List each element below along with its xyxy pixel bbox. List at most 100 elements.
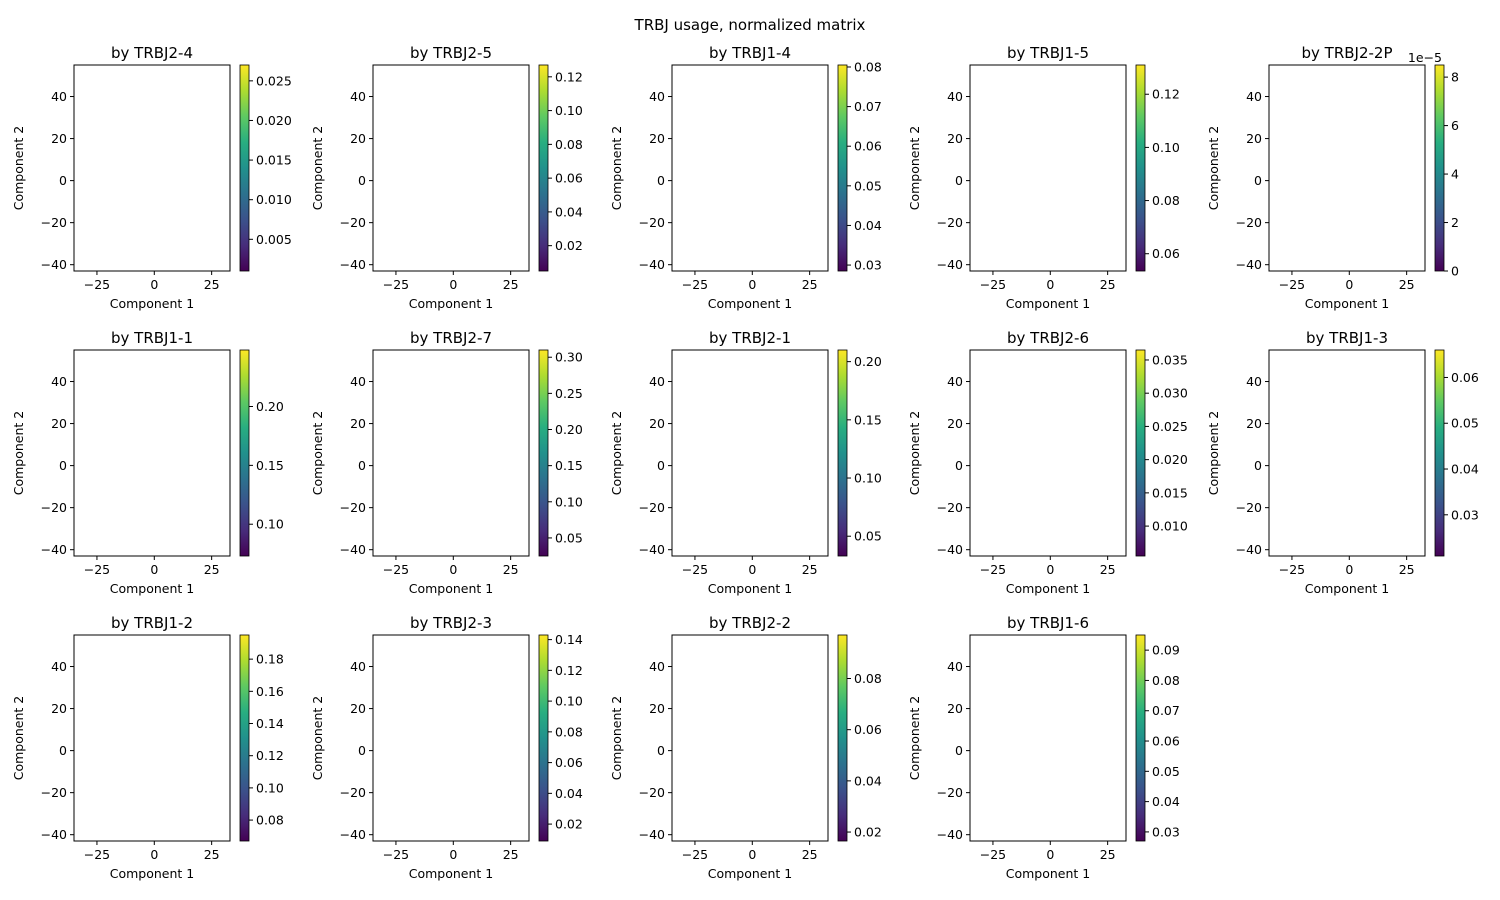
- colorbar-tick-label: 0.08: [854, 59, 882, 74]
- y-tick-label: 20: [649, 416, 665, 431]
- y-axis-label: Component 2: [1206, 126, 1221, 211]
- colorbar-tick-label: 0.10: [555, 494, 583, 509]
- colorbar-tick-label: 0.18: [256, 652, 284, 667]
- plot-area: [969, 349, 1127, 557]
- y-tick-label: −20: [937, 215, 963, 230]
- plot-area: [73, 64, 231, 272]
- x-axis-label: Component 1: [409, 581, 494, 596]
- y-tick-label: −40: [41, 827, 67, 842]
- y-tick-label: −20: [937, 785, 963, 800]
- colorbar-tick-label: 0.12: [555, 69, 583, 84]
- y-tick-label: −40: [340, 827, 366, 842]
- colorbar-tick-label: 0.06: [1152, 246, 1180, 261]
- x-tick-label: 25: [1100, 277, 1116, 292]
- y-tick-label: 0: [657, 173, 665, 188]
- x-tick-label: 25: [1100, 562, 1116, 577]
- colorbar-tick-label: 0.05: [854, 529, 882, 544]
- plot-area: [1268, 64, 1426, 272]
- y-tick-label: 40: [947, 659, 963, 674]
- y-axis-label: Component 2: [907, 696, 922, 781]
- x-tick-label: 0: [449, 562, 457, 577]
- y-tick-label: −20: [639, 215, 665, 230]
- panel-title: by TRBJ1-5: [1007, 44, 1089, 62]
- y-tick-label: 20: [1246, 131, 1262, 146]
- scatter-panel: by TRBJ2-6 −25 0 25 −40 −20 0 20 40 Component 1 Co…: [907, 329, 1188, 596]
- x-tick-label: 0: [748, 562, 756, 577]
- colorbar: [538, 634, 549, 842]
- y-tick-label: 0: [358, 458, 366, 473]
- y-axis-label: Component 2: [11, 126, 26, 211]
- colorbar: [837, 634, 848, 842]
- y-axis-label: Component 2: [609, 126, 624, 211]
- y-tick-label: −20: [41, 785, 67, 800]
- x-tick-label: −25: [682, 847, 708, 862]
- y-tick-label: 40: [649, 374, 665, 389]
- colorbar-tick-label: 8: [1451, 70, 1459, 85]
- colorbar-tick-label: 0.030: [1152, 386, 1188, 401]
- y-tick-label: 20: [947, 131, 963, 146]
- x-tick-label: 0: [1345, 277, 1353, 292]
- x-tick-label: −25: [1279, 562, 1305, 577]
- panel-title: by TRBJ1-2: [111, 614, 193, 632]
- colorbar-tick-label: 0.16: [256, 684, 284, 699]
- x-tick-label: −25: [980, 847, 1006, 862]
- x-tick-label: 0: [150, 277, 158, 292]
- panel-title: by TRBJ1-6: [1007, 614, 1089, 632]
- y-tick-label: −20: [340, 785, 366, 800]
- colorbar-tick-label: 0.010: [1152, 519, 1188, 534]
- x-tick-label: 0: [150, 562, 158, 577]
- x-tick-label: −25: [1279, 277, 1305, 292]
- y-tick-label: 0: [657, 458, 665, 473]
- colorbar-tick-label: 0.10: [555, 103, 583, 118]
- y-tick-label: −40: [639, 827, 665, 842]
- y-tick-label: 20: [947, 701, 963, 716]
- colorbar-tick-label: 0.15: [555, 458, 583, 473]
- colorbar-tick-label: 0.06: [555, 755, 583, 770]
- colorbar-tick-label: 0.06: [854, 722, 882, 737]
- colorbar-tick-label: 0.03: [854, 258, 882, 273]
- plot-area: [671, 349, 829, 557]
- colorbar-tick-label: 0: [1451, 264, 1459, 279]
- colorbar-tick-label: 0.04: [555, 204, 583, 219]
- scatter-panel: by TRBJ1-6 −25 0 25 −40 −20 0 20 40 Component 1 Co…: [907, 614, 1180, 881]
- y-tick-label: 0: [59, 173, 67, 188]
- x-tick-label: 25: [802, 277, 818, 292]
- colorbar-tick-label: 4: [1451, 167, 1459, 182]
- y-tick-label: −20: [639, 500, 665, 515]
- plot-area: [372, 634, 530, 842]
- x-axis-label: Component 1: [1305, 296, 1390, 311]
- x-tick-label: 0: [1046, 562, 1054, 577]
- colorbar: [1135, 634, 1146, 842]
- y-tick-label: 0: [358, 743, 366, 758]
- x-tick-label: 0: [1345, 562, 1353, 577]
- colorbar: [538, 349, 549, 557]
- y-tick-label: −40: [639, 257, 665, 272]
- colorbar: [837, 64, 848, 272]
- panel-title: by TRBJ2-2P: [1301, 44, 1392, 62]
- colorbar-offset-label: 1e−5: [1408, 50, 1442, 65]
- plot-area: [372, 349, 530, 557]
- colorbar: [239, 634, 250, 842]
- x-tick-label: 0: [1046, 277, 1054, 292]
- y-tick-label: −40: [937, 257, 963, 272]
- scatter-panel: by TRBJ1-1 −25 0 25 −40 −20 0 20 40 Component 1 Co…: [11, 329, 284, 596]
- panel-title: by TRBJ1-4: [709, 44, 791, 62]
- y-tick-label: 40: [947, 374, 963, 389]
- panel-title: by TRBJ2-7: [410, 329, 492, 347]
- colorbar-tick-label: 0.04: [854, 773, 882, 788]
- y-tick-label: −40: [937, 827, 963, 842]
- plot-area: [73, 634, 231, 842]
- scatter-panel: by TRBJ2-2 −25 0 25 −40 −20 0 20 40 Component 1 Co…: [609, 614, 882, 881]
- x-tick-label: −25: [383, 847, 409, 862]
- colorbar-tick-label: 0.10: [1152, 140, 1180, 155]
- y-axis-label: Component 2: [1206, 411, 1221, 496]
- plot-area: [372, 64, 530, 272]
- y-tick-label: −40: [937, 542, 963, 557]
- x-tick-label: −25: [980, 277, 1006, 292]
- y-tick-label: 40: [649, 659, 665, 674]
- x-tick-label: 25: [1399, 277, 1415, 292]
- scatter-panel: by TRBJ2-3 −25 0 25 −40 −20 0 20 40 Component 1 Co…: [310, 614, 583, 881]
- scatter-panel: by TRBJ2-4 −25 0 25 −40 −20 0 20 40 Component 1 Co…: [11, 44, 292, 311]
- x-tick-label: 25: [1399, 562, 1415, 577]
